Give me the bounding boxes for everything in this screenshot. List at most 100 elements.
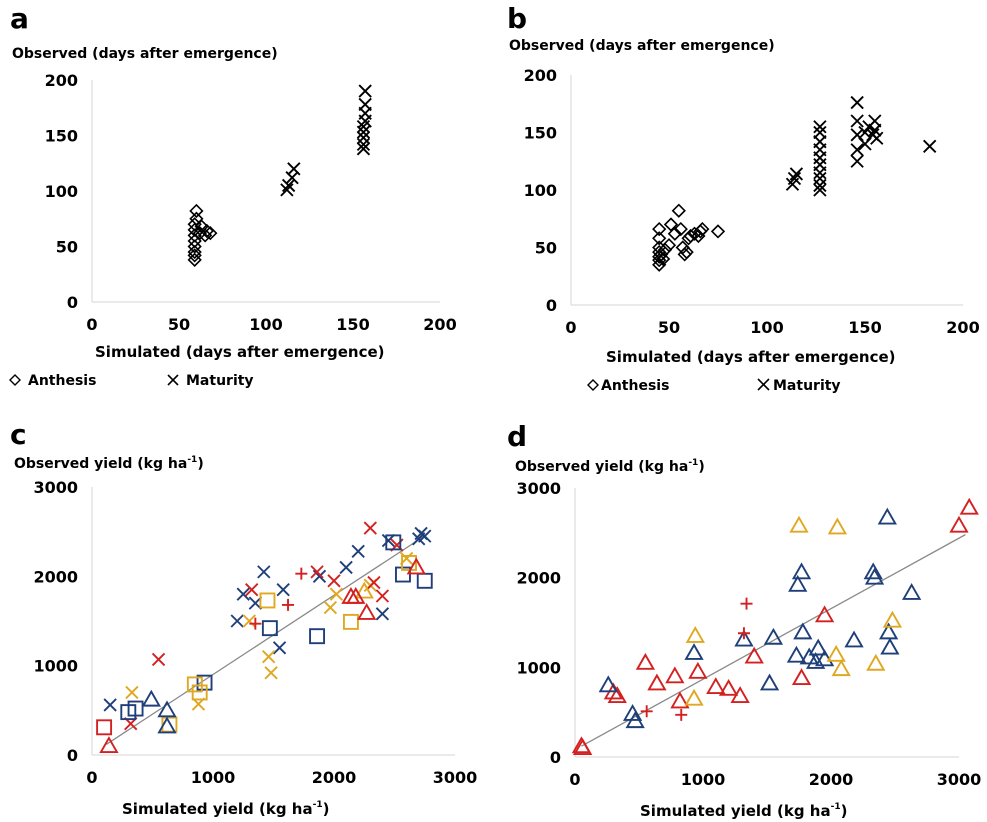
data-point-x: [230, 614, 244, 628]
data-point-triangle: [877, 507, 897, 525]
data-point-diamond: [695, 221, 710, 237]
series-d-3: [640, 597, 753, 721]
data-point-diamond: [197, 228, 213, 243]
data-point-square: [259, 592, 276, 609]
data-point-x: [850, 143, 864, 157]
panel-c: c Observed yield (kg ha-1) Simulated yie…: [0, 412, 490, 822]
data-point-x: [358, 97, 372, 112]
data-point-x: [356, 142, 371, 156]
data-point-triangle: [684, 643, 704, 660]
data-point-x: [272, 641, 287, 655]
legend-entry-maturity: Maturity: [186, 373, 254, 389]
panel-b: b Observed (days after emergence) Simula…: [493, 0, 987, 410]
data-point-plus: [640, 705, 653, 718]
series-c-7: [141, 689, 177, 734]
data-point-square: [127, 700, 144, 717]
data-point-triangle: [670, 691, 690, 709]
data-point-triangle: [744, 646, 764, 664]
x-tick-label: 3000: [937, 770, 982, 789]
data-point-triangle: [902, 582, 922, 600]
data-point-triangle: [863, 562, 883, 580]
data-point-triangle: [688, 661, 708, 679]
data-point-x: [813, 120, 827, 134]
data-point-x: [418, 529, 432, 543]
data-point-triangle: [718, 678, 739, 696]
data-point-x: [850, 154, 864, 168]
x-axis-title-a: Simulated (days after emergence): [95, 343, 385, 361]
data-point-plus: [740, 597, 753, 610]
data-point-triangle: [354, 581, 374, 599]
data-point-square: [401, 554, 417, 571]
data-point-x: [103, 698, 117, 712]
panel-label-c: c: [10, 418, 27, 451]
data-point-x: [339, 560, 353, 575]
data-point-x: [236, 587, 250, 601]
data-point-square: [191, 684, 208, 701]
data-point-x: [868, 123, 882, 137]
data-point-x: [312, 569, 327, 584]
data-point-x: [329, 587, 344, 601]
data-point-x: [242, 614, 256, 628]
legend-a: Anthesis Maturity: [9, 373, 254, 389]
data-point-x: [356, 125, 371, 139]
data-point-square: [96, 719, 113, 736]
chart-c: c Observed yield (kg ha-1) Simulated yie…: [10, 418, 477, 818]
data-point-triangle: [346, 586, 366, 604]
y-axis-title-c: Observed yield (kg ha-1): [14, 455, 204, 472]
data-point-x: [850, 128, 864, 142]
series-d-1: [598, 507, 922, 729]
x-axis-title-c: Simulated yield (kg ha-1): [122, 800, 329, 818]
data-point-triangle: [684, 688, 704, 706]
y-axis-title-d: Observed yield (kg ha-1): [515, 458, 705, 475]
data-point-diamond: [671, 203, 686, 218]
data-point-diamond: [657, 242, 673, 257]
data-point-triangle: [99, 736, 119, 754]
data-point-x: [858, 137, 872, 151]
data-point-triangle: [607, 686, 627, 703]
data-point-x: [323, 600, 338, 615]
series-a-1: [280, 84, 372, 197]
y-tick-label: 200: [524, 66, 557, 85]
data-point-x: [923, 139, 937, 153]
data-point-x: [789, 167, 804, 181]
data-point-triangle: [959, 497, 979, 515]
data-point-triangle: [734, 629, 754, 647]
data-point-x: [327, 574, 341, 588]
data-point-triangle: [864, 567, 885, 585]
data-point-square: [342, 613, 359, 630]
data-point-diamond: [667, 226, 683, 241]
series-c-2: [124, 521, 404, 731]
y-tick-label: 0: [67, 293, 78, 312]
data-point-triangle: [635, 652, 656, 670]
data-point-diamond: [187, 252, 202, 267]
series-a-0: [187, 203, 218, 267]
data-point-plus: [737, 627, 750, 640]
x-tick-label: 2000: [312, 768, 357, 787]
data-point-x: [375, 607, 390, 621]
data-point-square: [186, 676, 203, 693]
data-point-x: [276, 583, 290, 597]
data-point-diamond: [661, 238, 677, 253]
data-point-x: [287, 162, 301, 176]
data-point-x: [850, 114, 864, 128]
data-point-x: [813, 171, 827, 186]
data-point-diamond: [652, 231, 667, 246]
data-point-x: [261, 650, 276, 664]
data-point-x: [310, 565, 324, 579]
data-point-triangle: [706, 677, 726, 695]
legend-diamond-marker: [587, 379, 599, 391]
data-point-triangle: [573, 738, 593, 755]
data-point-triangle: [949, 515, 969, 533]
data-point-x: [351, 544, 365, 558]
data-point-triangle: [763, 627, 784, 645]
data-point-triangle: [157, 716, 177, 734]
series-c-3: [249, 567, 308, 630]
data-point-x: [813, 158, 827, 172]
data-point-diamond: [189, 203, 204, 219]
data-point-x: [280, 183, 294, 197]
data-point-x: [281, 178, 296, 193]
data-point-triangle: [882, 610, 903, 628]
legend-x-marker: [757, 378, 770, 391]
y-axis-title-b: Observed (days after emergence): [509, 38, 775, 54]
data-point-diamond: [673, 221, 688, 237]
